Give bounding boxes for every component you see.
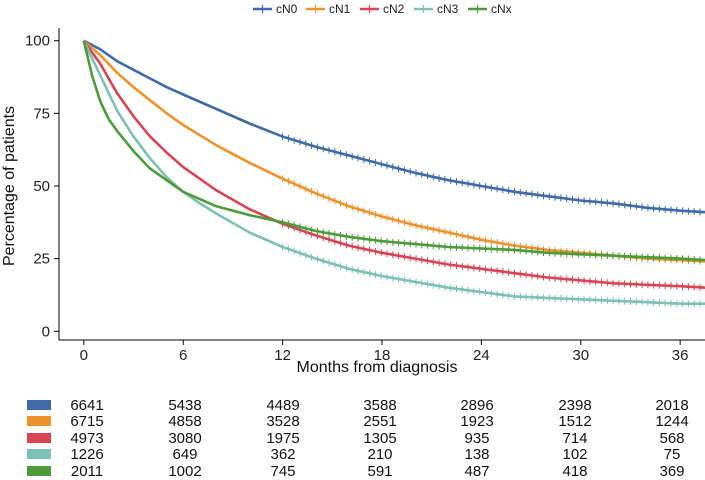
legend: cN0 cN1 cN2 cN3 cNx	[253, 2, 512, 16]
series-cN0	[83, 39, 705, 216]
risk-value: 1975	[266, 430, 299, 447]
x-tick-label: 0	[80, 347, 88, 364]
series-line-cN2	[82, 39, 705, 289]
y-tick-label: 0	[42, 323, 50, 340]
censor-ticks-cNx	[282, 218, 701, 264]
risk-value: 2896	[460, 397, 493, 414]
risk-value: 1226	[70, 446, 103, 463]
risk-value: 487	[464, 463, 489, 480]
risk-value: 1923	[460, 413, 493, 430]
series-cN3	[82, 40, 705, 308]
legend-label-cN3: cN3	[437, 2, 459, 16]
risk-value: 2398	[558, 397, 591, 414]
x-tick-label: 12	[274, 347, 291, 364]
risk-value: 591	[367, 463, 392, 480]
legend-label-cN1: cN1	[329, 2, 351, 16]
risk-value: 649	[172, 446, 197, 463]
x-axis-title: Months from diagnosis	[297, 359, 458, 376]
risk-value: 6715	[70, 413, 103, 430]
series-line-cN0	[83, 39, 705, 214]
risk-value: 1244	[655, 413, 688, 430]
risk-value: 138	[464, 446, 489, 463]
y-tick-label: 100	[25, 33, 50, 50]
y-tick-label: 50	[33, 178, 50, 195]
risk-value: 745	[270, 463, 295, 480]
series-cN2	[82, 39, 705, 291]
risk-value: 4973	[70, 430, 103, 447]
risk-value: 6641	[70, 397, 103, 414]
risk-value: 1512	[558, 413, 591, 430]
risk-value: 210	[367, 446, 392, 463]
censor-ticks-cN3	[282, 243, 701, 308]
risk-value: 935	[464, 430, 489, 447]
series-line-cNx	[82, 40, 705, 262]
risk-swatch-cN3	[27, 449, 51, 459]
risk-value: 362	[270, 446, 295, 463]
risk-swatch-cN0	[27, 400, 51, 410]
x-tick-label: 30	[572, 347, 589, 364]
risk-value: 3588	[363, 397, 396, 414]
risk-value: 2018	[655, 397, 688, 414]
risk-value: 568	[659, 430, 684, 447]
y-tick-label: 25	[33, 251, 50, 268]
risk-value: 2011	[71, 463, 103, 480]
risk-value: 75	[664, 446, 681, 463]
series-cNx	[82, 40, 705, 264]
risk-value: 5438	[168, 397, 201, 414]
x-tick-label: 36	[672, 347, 689, 364]
series-line-cN3	[82, 40, 705, 305]
x-tick-label: 6	[179, 347, 187, 364]
series-cN1	[82, 39, 705, 265]
legend-label-cNx: cNx	[491, 2, 512, 16]
risk-value: 3528	[266, 413, 299, 430]
legend-label-cN0: cN0	[276, 2, 298, 16]
risk-value: 4489	[266, 397, 299, 414]
risk-value: 1002	[168, 463, 201, 480]
risk-value: 714	[562, 430, 587, 447]
risk-value: 369	[659, 463, 684, 480]
risk-value: 1305	[363, 430, 396, 447]
risk-value: 3080	[168, 430, 201, 447]
risk-table: 6641 5438 4489 3588 2896 2398 2018 6715 4858 3528…	[27, 397, 689, 480]
risk-swatch-cN1	[27, 416, 51, 426]
y-tick-label: 75	[33, 105, 50, 122]
risk-swatch-cN2	[27, 433, 51, 443]
risk-value: 102	[562, 446, 587, 463]
legend-label-cN2: cN2	[383, 2, 405, 16]
x-tick-label: 18	[374, 347, 391, 364]
censor-ticks-cN0	[282, 133, 701, 216]
x-tick-label: 24	[473, 347, 490, 364]
y-axis-title: Percentage of patients	[1, 106, 18, 266]
risk-value: 2551	[363, 413, 396, 430]
risk-value: 4858	[168, 413, 201, 430]
risk-value: 418	[562, 463, 587, 480]
series-lines	[82, 39, 705, 308]
series-line-cN1	[82, 39, 705, 263]
risk-swatch-cNx	[27, 466, 51, 476]
axes: 0 6 12 18 24 30 36 0 25 50 75 100	[25, 28, 705, 364]
